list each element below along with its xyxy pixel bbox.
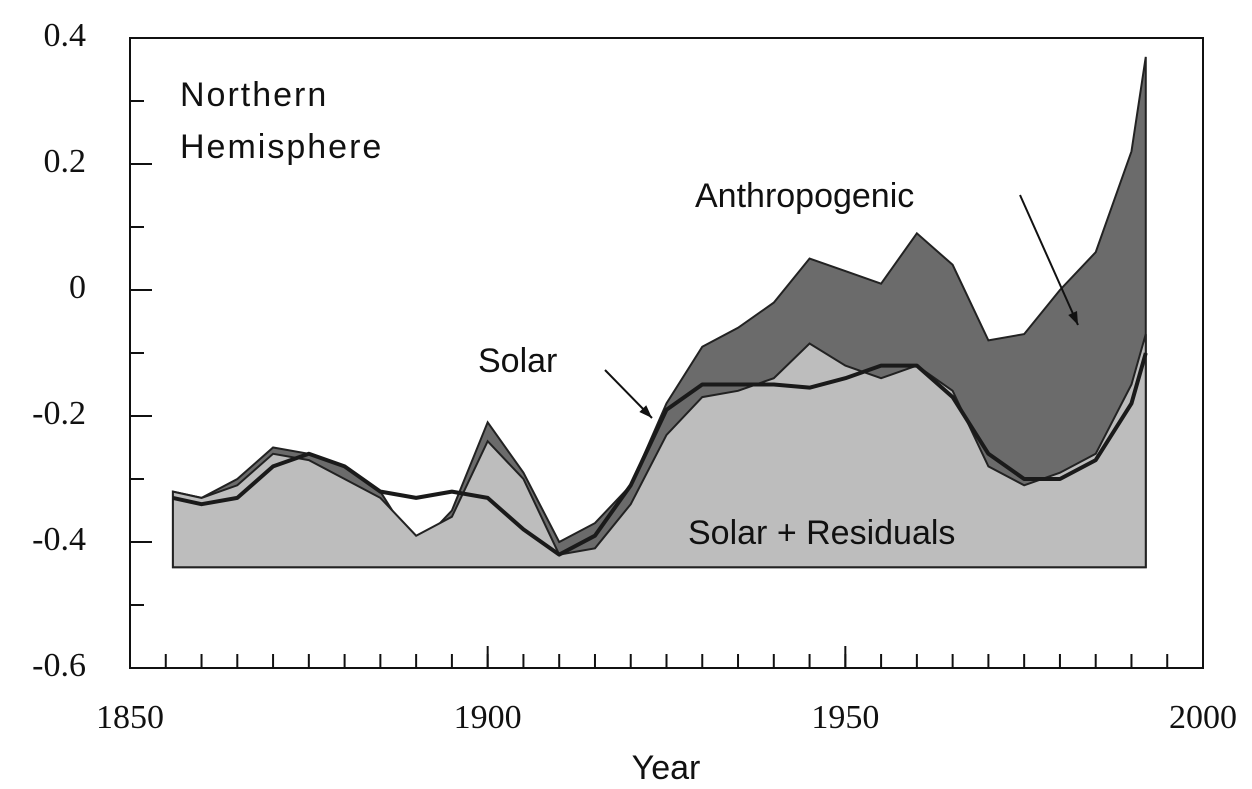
area (171, 333, 1147, 569)
y-tick-label: 0.2 (44, 143, 87, 180)
arrow (1019, 194, 1079, 326)
series-label: Solar (478, 342, 557, 380)
x-tick-label: 1850 (96, 699, 164, 736)
y-tick-label: -0.4 (32, 521, 86, 558)
x-axis-label: Year (632, 749, 701, 787)
series-label: Solar + Residuals (688, 514, 955, 552)
y-tick-label: 0 (69, 269, 86, 306)
y-tick-label: 0.4 (44, 17, 87, 54)
chart-title: Northern (180, 76, 328, 114)
arrow-head (1068, 311, 1078, 325)
x-tick-label: 1900 (454, 699, 522, 736)
x-tick-label: 1950 (811, 699, 879, 736)
y-tick-label: -0.2 (32, 395, 86, 432)
x-tick-label: 2000 (1169, 699, 1237, 736)
series-label: Anthropogenic (695, 177, 914, 215)
y-tick-label: -0.6 (32, 647, 86, 684)
chart-title: Hemisphere (180, 128, 383, 166)
arrow-head (639, 405, 652, 418)
line (172, 352, 1148, 557)
